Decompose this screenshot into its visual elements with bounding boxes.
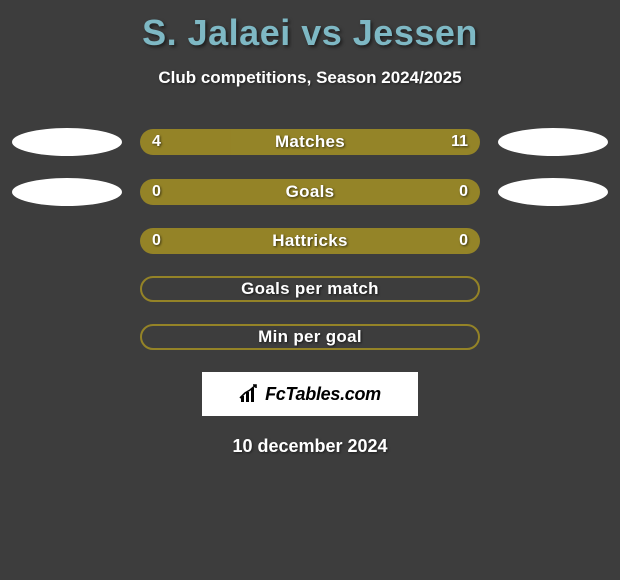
stat-bar: 00Goals bbox=[140, 179, 480, 205]
stat-row: 00Goals bbox=[0, 178, 620, 206]
player-avatar-left bbox=[12, 178, 122, 206]
stat-label: Hattricks bbox=[140, 228, 480, 254]
stat-row: 00Hattricks bbox=[0, 228, 620, 254]
comparison-subtitle: Club competitions, Season 2024/2025 bbox=[0, 68, 620, 88]
stat-label: Min per goal bbox=[142, 326, 478, 348]
player-avatar-right bbox=[498, 128, 608, 156]
stat-bar: 00Hattricks bbox=[140, 228, 480, 254]
logo-text: FcTables.com bbox=[265, 384, 381, 405]
fctables-logo: FcTables.com bbox=[202, 372, 418, 416]
stat-row: 411Matches bbox=[0, 128, 620, 156]
stat-label: Matches bbox=[140, 129, 480, 155]
bar-chart-icon bbox=[239, 384, 261, 404]
stat-bar: Goals per match bbox=[140, 276, 480, 302]
stat-bar: 411Matches bbox=[140, 129, 480, 155]
stat-label: Goals bbox=[140, 179, 480, 205]
stat-bar: Min per goal bbox=[140, 324, 480, 350]
stat-row: Min per goal bbox=[0, 324, 620, 350]
stat-rows: 411Matches 00Goals 00Hattricks Goals per ma… bbox=[0, 128, 620, 350]
stat-label: Goals per match bbox=[142, 278, 478, 300]
snapshot-date: 10 december 2024 bbox=[0, 436, 620, 457]
player-avatar-right bbox=[498, 178, 608, 206]
player-avatar-left bbox=[12, 128, 122, 156]
comparison-title: S. Jalaei vs Jessen bbox=[0, 0, 620, 54]
stat-row: Goals per match bbox=[0, 276, 620, 302]
